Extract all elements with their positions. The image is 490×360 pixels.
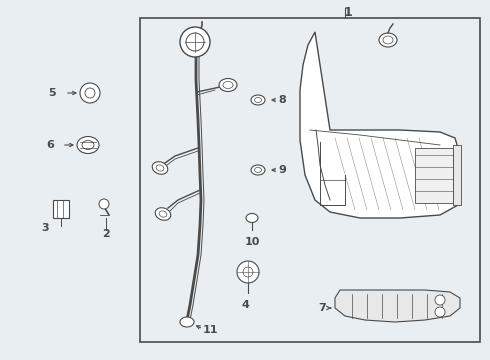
Ellipse shape bbox=[254, 167, 262, 172]
Ellipse shape bbox=[155, 208, 171, 220]
Text: 6: 6 bbox=[46, 140, 54, 150]
Bar bbox=[415, 148, 453, 203]
Circle shape bbox=[99, 199, 109, 209]
Circle shape bbox=[237, 261, 259, 283]
Ellipse shape bbox=[77, 136, 99, 153]
Circle shape bbox=[80, 83, 100, 103]
Text: 1: 1 bbox=[343, 5, 352, 18]
Text: 3: 3 bbox=[41, 223, 49, 233]
Circle shape bbox=[85, 88, 95, 98]
Ellipse shape bbox=[254, 98, 262, 103]
Polygon shape bbox=[335, 290, 460, 322]
Ellipse shape bbox=[246, 213, 258, 222]
Text: 11: 11 bbox=[202, 325, 218, 335]
Bar bbox=[453, 145, 461, 205]
Text: 4: 4 bbox=[241, 300, 249, 310]
Ellipse shape bbox=[82, 140, 94, 149]
Text: 5: 5 bbox=[48, 88, 56, 98]
Ellipse shape bbox=[223, 81, 233, 89]
Ellipse shape bbox=[152, 162, 168, 174]
Circle shape bbox=[435, 307, 445, 317]
Ellipse shape bbox=[159, 211, 167, 217]
Ellipse shape bbox=[219, 78, 237, 91]
Ellipse shape bbox=[251, 95, 265, 105]
Circle shape bbox=[243, 267, 253, 277]
Text: 9: 9 bbox=[278, 165, 286, 175]
Circle shape bbox=[180, 27, 210, 57]
Polygon shape bbox=[300, 32, 460, 218]
Circle shape bbox=[186, 33, 204, 51]
Bar bbox=[53, 200, 69, 218]
Ellipse shape bbox=[180, 317, 194, 327]
Ellipse shape bbox=[379, 33, 397, 47]
Text: 10: 10 bbox=[245, 237, 260, 247]
Ellipse shape bbox=[156, 165, 164, 171]
Text: 8: 8 bbox=[278, 95, 286, 105]
Ellipse shape bbox=[383, 36, 393, 44]
Bar bbox=[140, 18, 480, 342]
Circle shape bbox=[435, 295, 445, 305]
Text: 2: 2 bbox=[102, 229, 110, 239]
Ellipse shape bbox=[251, 165, 265, 175]
Text: 7: 7 bbox=[318, 303, 326, 313]
